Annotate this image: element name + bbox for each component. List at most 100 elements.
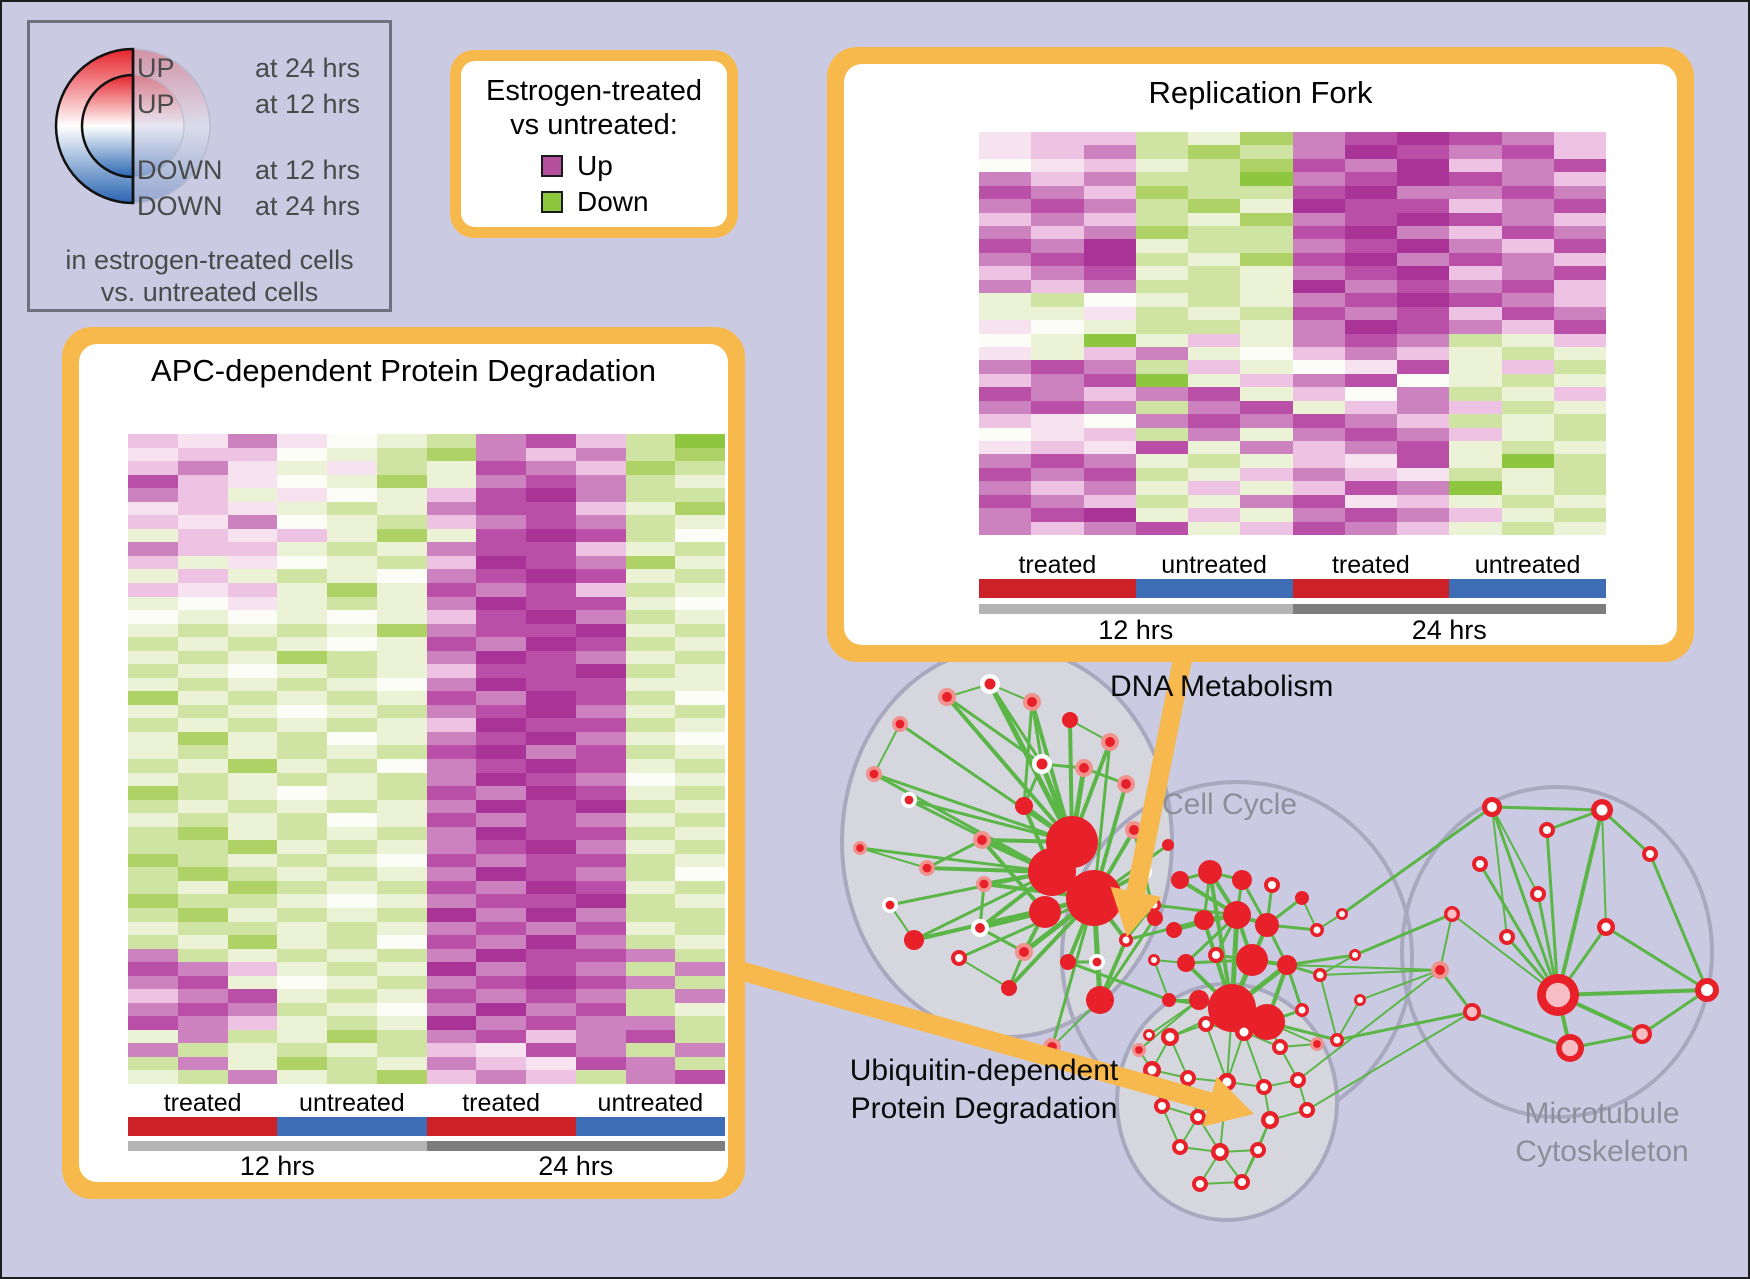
gene-node-red-ring: [1330, 1033, 1344, 1047]
network-edge: [1230, 1005, 1269, 1025]
heatmap-cell: [625, 1070, 676, 1084]
heatmap-cell: [227, 691, 278, 705]
heatmap-cell: [1083, 427, 1136, 441]
gene-node-red-core: [885, 900, 895, 910]
heatmap-cell: [1083, 279, 1136, 294]
network-edge: [1263, 1079, 1299, 1088]
heatmap-cell: [575, 474, 626, 489]
heatmap-cell: [1397, 481, 1450, 495]
heatmap-cell: [625, 542, 676, 556]
heatmap-cell: [1188, 494, 1241, 509]
heatmap-cell: [979, 306, 1032, 321]
gene-node-red-core: [895, 719, 905, 729]
heatmap-cell: [1292, 279, 1345, 294]
gene-node-solid-red: [1236, 944, 1268, 976]
heatmap-cell: [1449, 293, 1502, 307]
heatmap-cell: [1449, 481, 1502, 495]
heatmap-cell: [1397, 306, 1450, 321]
gene-node-pink-ring: [1101, 733, 1119, 751]
heatmap-cell: [526, 935, 576, 949]
heatmap-cell: [1344, 252, 1397, 267]
network-edge: [1125, 904, 1155, 941]
network-edge: [1161, 1105, 1181, 1148]
gene-node-red-ring: [1143, 1061, 1161, 1079]
heatmap-cell: [327, 962, 377, 976]
heatmap-cell: [177, 786, 228, 800]
network-edge: [1265, 884, 1274, 926]
heatmap-cell: [376, 1029, 427, 1044]
heatmap-cell: [625, 840, 676, 854]
heatmap-cell: [1344, 346, 1397, 361]
heatmap-cell: [575, 840, 626, 854]
heatmap-cell: [1292, 454, 1345, 468]
heatmap-cell: [675, 704, 725, 719]
heatmap-cell: [526, 555, 576, 570]
gene-node-red-ring: [1336, 908, 1348, 920]
heatmap-cell: [227, 596, 278, 611]
network-bridge-edge: [1354, 912, 1453, 957]
network-edge: [1083, 766, 1127, 786]
heatmap-cell: [1188, 373, 1241, 388]
heatmap-cell: [526, 582, 576, 597]
network-edge: [1030, 701, 1044, 765]
heatmap-cell: [1083, 387, 1136, 401]
heatmap-cell: [1501, 158, 1554, 173]
heatmap-cell: [1031, 306, 1084, 321]
gene-node-white-core: [1147, 1065, 1157, 1075]
heatmap-cell: [575, 1016, 626, 1030]
heatmap-cell: [376, 813, 427, 827]
gene-node-solid-red: [1249, 1004, 1285, 1040]
heatmap-cell: [526, 1002, 576, 1017]
heatmap-cell: [1553, 172, 1606, 186]
ring-legend-box: UP at 24 hrs UP at 12 hrs DOWN at 12 hrs…: [27, 20, 392, 312]
heatmap-cell: [1135, 494, 1188, 509]
heatmap-cell: [177, 1016, 228, 1030]
heatmap-cell: [277, 962, 327, 976]
heatmap-cell: [1188, 360, 1241, 374]
heatmap-cell: [1292, 481, 1345, 495]
network-edge: [1199, 1181, 1243, 1185]
heatmap-cell: [376, 772, 427, 787]
network-edge: [1214, 954, 1234, 1009]
heatmap-cell: [376, 1002, 427, 1017]
heatmap-cell: [625, 907, 676, 922]
heatmap-cell: [1240, 320, 1293, 334]
heatmap-cell: [1188, 279, 1241, 294]
heatmap-cell: [625, 867, 676, 881]
gene-node-red-ring: [1261, 1111, 1279, 1129]
network-edge: [1050, 897, 1096, 1048]
gene-node-red-ring: [1310, 923, 1324, 937]
gene-node-red-ring: [1143, 1029, 1155, 1041]
heatmap-cell: [675, 813, 725, 827]
heatmap-cell: [277, 1016, 327, 1030]
network-edge: [1179, 870, 1211, 882]
heatmap-cell: [1240, 145, 1293, 159]
time-bar: [979, 604, 1293, 614]
heatmap-cell: [1292, 226, 1345, 240]
heatmap-cell: [675, 691, 725, 705]
heatmap-cell: [979, 387, 1032, 401]
network-edge: [1197, 1116, 1221, 1153]
network-edge: [1250, 924, 1269, 961]
heatmap-cell: [526, 596, 576, 611]
gene-node-white-core: [1487, 802, 1497, 812]
network-bridge-edge: [1266, 1021, 1318, 1045]
heatmap-cell: [376, 1056, 427, 1071]
heatmap-cell: [1344, 199, 1397, 213]
heatmap-cell: [1188, 158, 1241, 173]
heatmap-cell: [177, 501, 228, 516]
heatmap-cell: [327, 759, 377, 773]
heatmap-cell: [1031, 293, 1084, 307]
gene-node-solid-red: [1171, 871, 1189, 889]
network-edge: [859, 846, 1053, 874]
replication-fork-title: Replication Fork: [1148, 75, 1373, 110]
heatmap-cell: [575, 786, 626, 800]
ring-time-12-up: at 12 hrs: [255, 89, 361, 119]
heatmap-cell: [675, 1056, 725, 1071]
heatmap-cell: [177, 691, 228, 705]
heatmap-cell: [277, 853, 327, 868]
heatmap-cell: [1501, 185, 1554, 200]
heatmap-cell: [1292, 212, 1345, 227]
heatmap-cell: [675, 1070, 725, 1084]
heatmap-cell: [675, 840, 725, 854]
